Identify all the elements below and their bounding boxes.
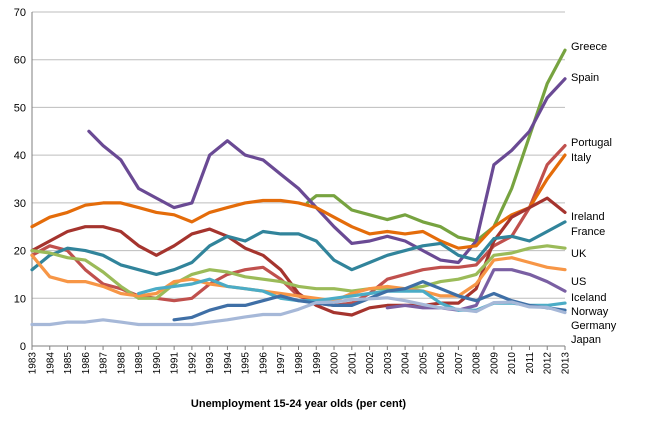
- x-tick-label: 2007: [454, 352, 465, 375]
- x-tick-label: 2011: [525, 352, 536, 374]
- x-tick-label: 2006: [436, 352, 447, 375]
- series-line-iceland: [385, 268, 567, 312]
- series-label-spain: Spain: [571, 72, 599, 84]
- x-tick-label: 2012: [543, 352, 554, 375]
- series-line-us: [30, 253, 567, 303]
- x-tick-label: 1984: [45, 352, 56, 375]
- series-label-germany: Germany: [571, 320, 617, 332]
- series-label-france: France: [571, 226, 605, 238]
- y-tick-label: 40: [14, 150, 26, 162]
- y-tick-label: 50: [14, 102, 26, 114]
- y-axis-ticks: 0 10 20 30 40 50 60 70: [14, 7, 26, 353]
- x-tick-label: 1995: [241, 352, 252, 375]
- x-tick-label: 2005: [418, 352, 429, 375]
- series-label-iceland: Iceland: [571, 292, 606, 304]
- series-label-us: US: [571, 276, 586, 288]
- x-tick-label: 2013: [561, 352, 572, 375]
- x-tick-label: 2008: [472, 352, 483, 375]
- x-tick-label: 2004: [401, 352, 412, 375]
- series-line-france: [30, 220, 567, 276]
- x-tick-label: 1991: [170, 352, 181, 375]
- x-tick-label: 1986: [81, 352, 92, 375]
- series-line-italy: [30, 153, 567, 250]
- series-line-portugal: [30, 144, 567, 307]
- y-tick-label: 0: [20, 341, 26, 353]
- series-label-portugal: Portugal: [571, 137, 612, 149]
- x-tick-label: 1990: [152, 352, 163, 375]
- x-tick-label: 2000: [330, 352, 341, 375]
- x-tick-label: 1992: [187, 352, 198, 375]
- x-tick-label: 1987: [99, 352, 110, 375]
- series-line-japan: [30, 296, 567, 327]
- y-tick-label: 20: [14, 246, 26, 258]
- x-tick-label: 1997: [276, 352, 287, 375]
- series-label-italy: Italy: [571, 152, 592, 164]
- x-tick-label: 1993: [205, 352, 216, 375]
- x-tick-label: 2002: [365, 352, 376, 375]
- series-lines: [30, 48, 567, 327]
- x-tick-label: 1998: [294, 352, 305, 375]
- x-tick-label: 1999: [312, 352, 323, 375]
- series-line-spain: [87, 77, 567, 265]
- x-tick-label: 1989: [134, 352, 145, 375]
- x-tick-label: 2001: [347, 352, 358, 375]
- y-tick-label: 60: [14, 55, 26, 67]
- series-label-ireland: Ireland: [571, 211, 605, 223]
- y-tick-label: 70: [14, 7, 26, 19]
- y-tick-label: 10: [14, 293, 26, 305]
- x-tick-label: 2010: [507, 352, 518, 375]
- x-tick-label: 1983: [28, 352, 39, 375]
- x-axis-ticks: 1983 1984 1985 1986 1987 1988 1989 1990 1991 1992…: [28, 346, 572, 374]
- series-label-japan: Japan: [571, 334, 601, 346]
- x-tick-label: 2009: [489, 352, 500, 375]
- x-axis-title: Unemployment 15-24 year olds (per cent): [191, 398, 407, 410]
- series-label-uk: UK: [571, 248, 587, 260]
- y-tick-label: 30: [14, 198, 26, 210]
- x-tick-label: 1994: [223, 352, 234, 375]
- series-line-ireland: [30, 196, 567, 317]
- series-label-norway: Norway: [571, 306, 609, 318]
- series-line-uk: [30, 244, 567, 300]
- x-tick-label: 2003: [383, 352, 394, 375]
- x-tick-label: 1988: [116, 352, 127, 375]
- series-label-greece: Greece: [571, 41, 607, 53]
- x-tick-label: 1985: [63, 352, 74, 375]
- x-tick-label: 1996: [258, 352, 269, 375]
- series-labels: Greece Spain Portugal Italy Ireland France UK U…: [571, 41, 617, 346]
- series-line-greece: [305, 48, 567, 243]
